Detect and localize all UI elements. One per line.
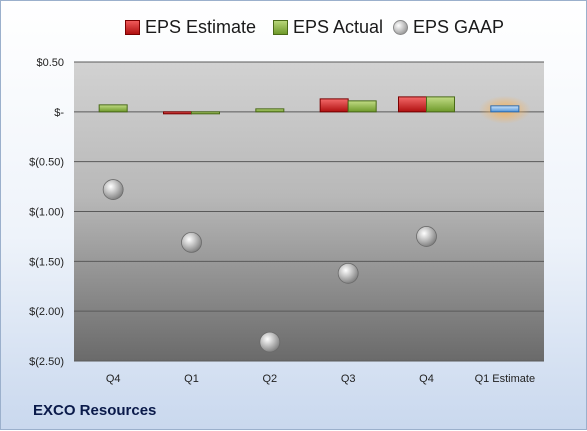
x-tick-label: Q3 [341, 373, 356, 385]
legend-item-eps-estimate: EPS Estimate [125, 17, 256, 38]
legend-swatch-eps-actual [273, 20, 288, 35]
eps-actual-bar [347, 100, 377, 113]
eps-gaap-point [181, 231, 202, 253]
x-tick-label: Q4 [419, 373, 434, 385]
y-tick-label: $(2.50) [29, 356, 64, 368]
legend-label-eps-estimate: EPS Estimate [145, 17, 257, 37]
eps-actual-bar [191, 111, 220, 115]
legend-label-eps-actual: EPS Actual [293, 17, 384, 37]
eps-gaap-point [416, 226, 437, 247]
x-tick-label: Q2 [262, 373, 277, 385]
legend-label-eps-gaap: EPS GAAP [413, 17, 505, 37]
eps-estimate-bar [319, 98, 349, 113]
company-name: EXCO Resources [33, 402, 157, 419]
legend-item-eps-gaap: EPS GAAP [393, 17, 504, 38]
x-tick-label: Q1 Estimate [475, 373, 536, 385]
legend-swatch-eps-estimate [125, 20, 140, 35]
legend-swatch-eps-gaap [393, 20, 408, 35]
eps-gaap-point [102, 179, 124, 200]
y-tick-label: $(1.50) [29, 256, 64, 268]
eps-estimate-bar [398, 96, 427, 113]
x-tick-label: Q4 [106, 373, 121, 385]
x-tick-label: Q1 [184, 373, 199, 385]
legend: EPS Estimate EPS Actual EPS GAAP [1, 17, 587, 43]
legend-item-eps-actual: EPS Actual [273, 17, 383, 38]
eps-gaap-point [337, 262, 359, 284]
y-tick-label: $- [54, 107, 64, 119]
eps-actual-bar [98, 104, 128, 113]
eps-actual-bar [426, 96, 455, 113]
eps-estimate-bar [490, 105, 520, 113]
y-tick-label: $(1.00) [29, 207, 64, 219]
y-tick-label: $0.50 [36, 57, 64, 69]
y-tick-label: $(2.00) [29, 306, 64, 318]
y-tick-label: $(0.50) [29, 157, 64, 169]
eps-estimate-bar [163, 111, 192, 115]
eps-actual-bar [255, 108, 285, 113]
eps-gaap-point [259, 331, 281, 353]
